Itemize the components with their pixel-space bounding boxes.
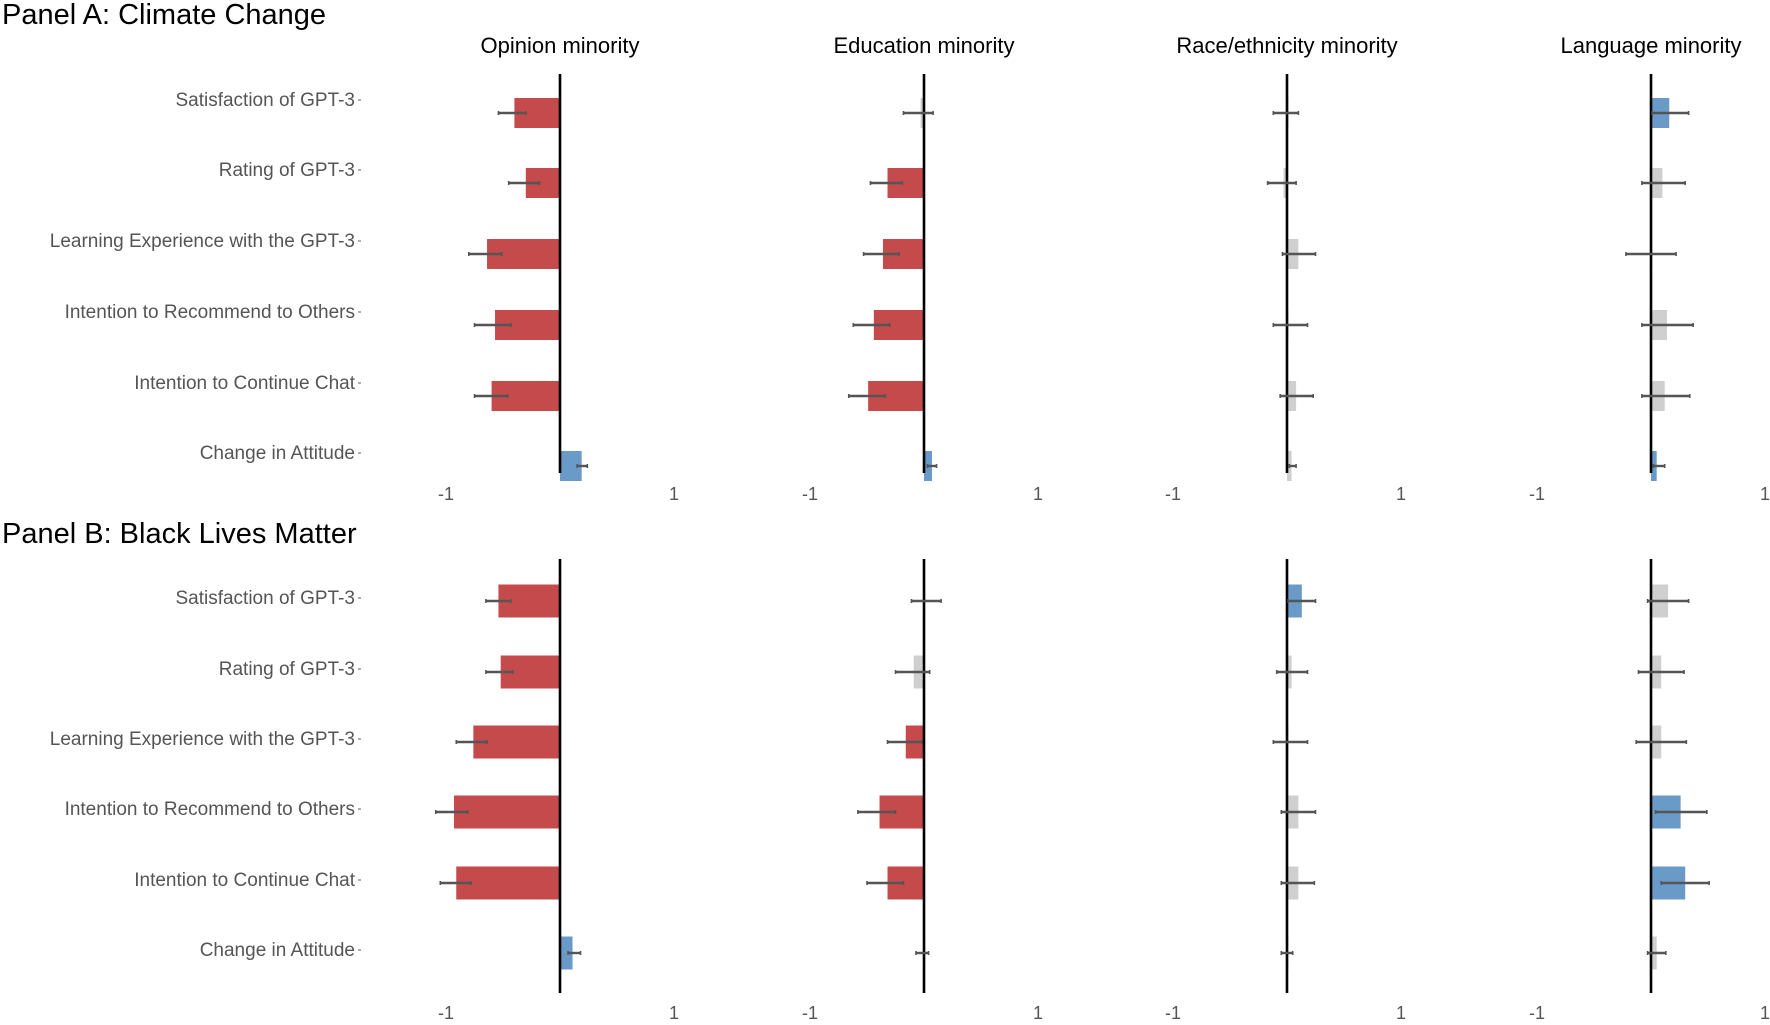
x-tick-label: 1 xyxy=(1033,1003,1043,1023)
panel-climate-change: Panel A: Climate Change Satisfaction of … xyxy=(2,0,1770,504)
column-header: Race/ethnicity minority xyxy=(1176,33,1397,58)
x-tick-label: -1 xyxy=(1529,484,1545,504)
facet-opinion-minority: Opinion minority -1 1 xyxy=(438,33,679,504)
row-label: Learning Experience with the GPT-3 xyxy=(50,231,355,252)
x-tick-label: 1 xyxy=(669,1003,679,1023)
x-tick-label: -1 xyxy=(1165,484,1181,504)
bar xyxy=(560,936,573,970)
x-tick-label: -1 xyxy=(802,484,818,504)
row-label: Intention to Recommend to Others xyxy=(65,302,355,323)
x-tick-label: 1 xyxy=(1033,484,1043,504)
panel-black-lives-matter: Panel B: Black Lives Matter Satisfaction… xyxy=(2,518,1770,1023)
row-label: Intention to Recommend to Others xyxy=(65,799,355,820)
facet-language-minority: Language minority -1 1 xyxy=(1529,33,1770,504)
row-label: Change in Attitude xyxy=(200,940,355,961)
row-label: Rating of GPT-3 xyxy=(219,160,355,181)
bar xyxy=(560,451,582,481)
x-tick-label: -1 xyxy=(1165,1003,1181,1023)
facet-race-ethnicity-minority: -1 1 xyxy=(1165,559,1406,1023)
column-header: Education minority xyxy=(834,33,1015,58)
row-label: Satisfaction of GPT-3 xyxy=(175,588,355,609)
panel-title: Panel A: Climate Change xyxy=(2,0,326,31)
row-label: Intention to Continue Chat xyxy=(134,373,355,394)
facet-education-minority: Education minority -1 1 xyxy=(802,33,1043,504)
x-tick-label: 1 xyxy=(1760,484,1770,504)
facet-language-minority: -1 1 xyxy=(1529,559,1770,1023)
x-tick-label: -1 xyxy=(1529,1003,1545,1023)
facet-opinion-minority: -1 1 xyxy=(434,559,679,1023)
x-tick-label: -1 xyxy=(438,484,454,504)
facet-race-ethnicity-minority: Race/ethnicity minority -1 1 xyxy=(1165,33,1406,504)
row-label: Intention to Continue Chat xyxy=(134,870,355,891)
row-label: Change in Attitude xyxy=(200,443,355,464)
x-tick-label: 1 xyxy=(1760,1003,1770,1023)
bar xyxy=(453,795,560,829)
x-tick-label: -1 xyxy=(802,1003,818,1023)
x-tick-label: -1 xyxy=(438,1003,454,1023)
x-tick-label: 1 xyxy=(1396,1003,1406,1023)
x-tick-label: 1 xyxy=(669,484,679,504)
bar xyxy=(456,866,560,900)
column-header: Language minority xyxy=(1560,33,1741,58)
row-label: Learning Experience with the GPT-3 xyxy=(50,729,355,750)
row-label: Satisfaction of GPT-3 xyxy=(175,90,355,111)
x-tick-label: 1 xyxy=(1396,484,1406,504)
facet-education-minority: -1 1 xyxy=(802,559,1043,1023)
column-header: Opinion minority xyxy=(481,33,640,58)
panel-title: Panel B: Black Lives Matter xyxy=(2,518,357,550)
row-label: Rating of GPT-3 xyxy=(219,659,355,680)
